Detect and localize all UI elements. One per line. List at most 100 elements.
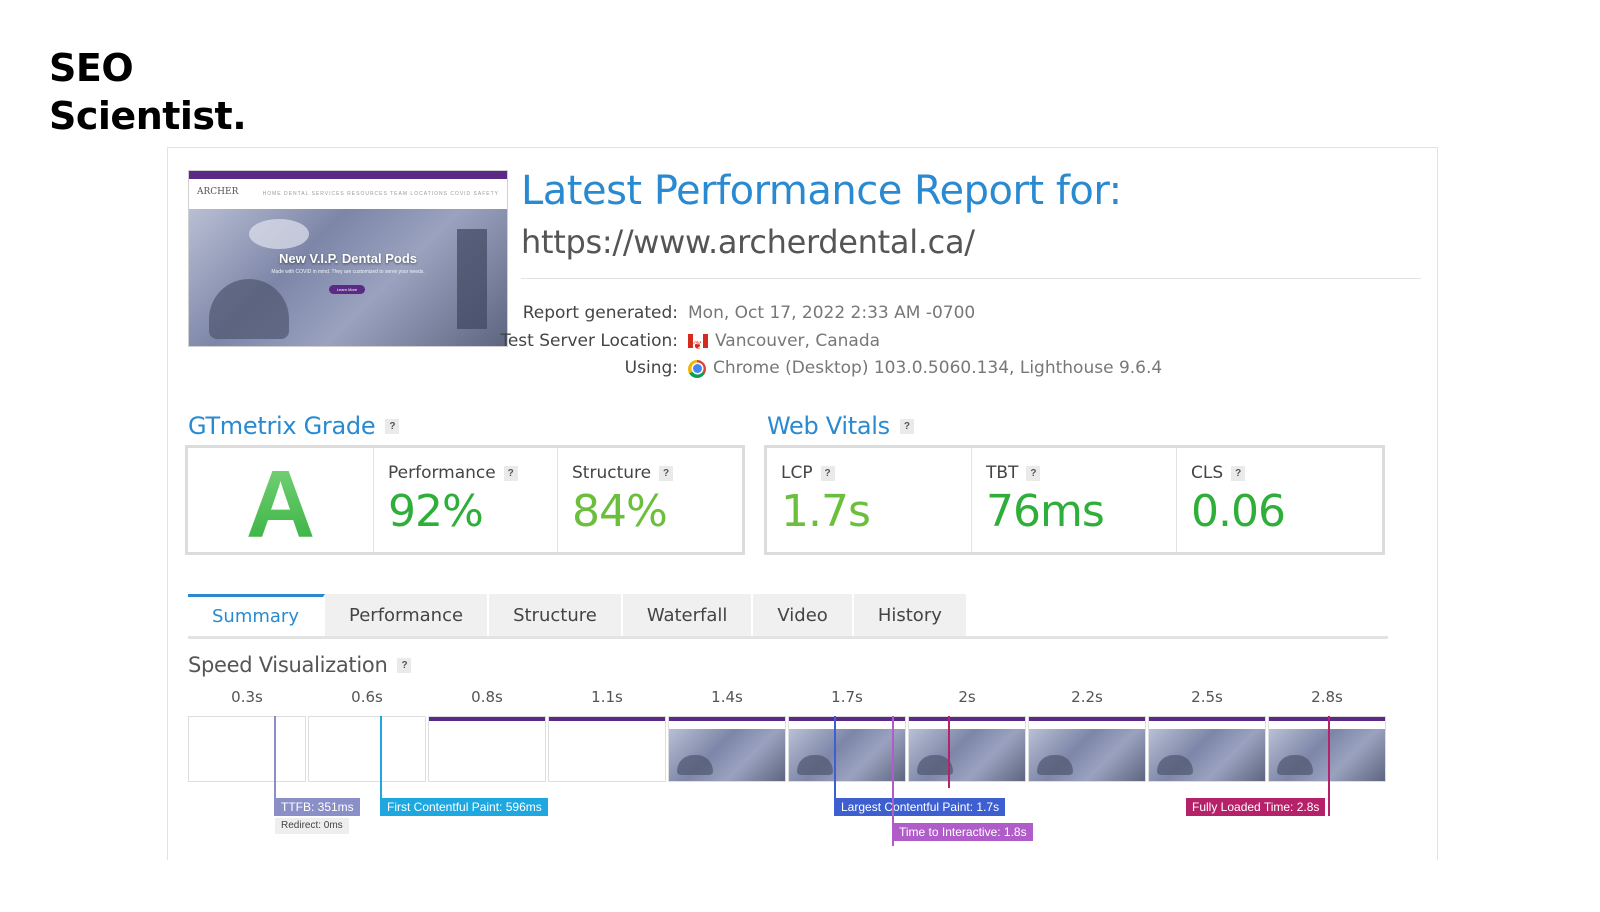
speed-visualization-label: Speed Visualization — [188, 653, 388, 677]
frame-time-label: 0.3s — [231, 688, 263, 706]
chrome-icon — [688, 359, 706, 378]
thumb-top-bar — [189, 171, 507, 179]
thumb-hero-button: Learn More — [329, 285, 365, 294]
meta-row-location: Test Server Location: Vancouver, Canada — [488, 328, 1162, 360]
help-icon[interactable]: ? — [1026, 465, 1041, 481]
filmstrip-frame[interactable] — [428, 716, 546, 782]
frame-nav — [789, 721, 905, 729]
tab-video[interactable]: Video — [753, 594, 854, 636]
frame-hero-image — [789, 729, 905, 781]
frame-hero-image — [1149, 729, 1265, 781]
web-vitals-box: LCP? 1.7s TBT? 76ms CLS? 0.06 — [764, 445, 1385, 555]
filmstrip-frame[interactable] — [1148, 716, 1266, 782]
title-divider — [521, 278, 1421, 279]
frame-header-bar — [789, 717, 905, 721]
brand-line-2: Scientist. — [49, 94, 247, 138]
frame-time-label: 2s — [958, 688, 976, 706]
filmstrip-frame[interactable] — [908, 716, 1026, 782]
tbt-label: TBT — [986, 463, 1019, 483]
grade-letter-cell: A — [188, 448, 374, 558]
structure-value: 84% — [572, 486, 668, 537]
tab-performance[interactable]: Performance — [325, 594, 490, 636]
structure-cell: Structure? 84% — [558, 448, 742, 552]
gtmetrix-grade-box: A Performance? 92% Structure? 84% — [185, 445, 745, 558]
tab-summary[interactable]: Summary — [188, 594, 325, 636]
thumb-cabinet-shape — [457, 229, 487, 329]
tbt-cell: TBT? 76ms — [972, 448, 1177, 552]
tab-history[interactable]: History — [853, 594, 968, 636]
frame-hero-image — [1029, 729, 1145, 781]
frame-time-label: 0.8s — [471, 688, 503, 706]
frame-time-label: 2.8s — [1311, 688, 1343, 706]
frame-header-bar — [1149, 717, 1265, 721]
fully-loaded-marker-label: Fully Loaded Time: 2.8s — [1186, 798, 1326, 816]
meta-value: Mon, Oct 17, 2022 2:33 AM -0700 — [688, 303, 976, 323]
help-icon[interactable]: ? — [503, 465, 518, 481]
thumb-hero: New V.I.P. Dental Pods Made with COVID i… — [189, 209, 507, 346]
help-icon[interactable]: ? — [820, 465, 835, 481]
brand-line-1: SEO — [49, 46, 134, 90]
frame-time-label: 0.6s — [351, 688, 383, 706]
site-screenshot-thumbnail[interactable]: ARCHER HOME DENTAL SERVICES RESOURCES TE… — [188, 170, 508, 347]
help-icon[interactable]: ? — [1231, 465, 1246, 481]
meta-label: Test Server Location: — [500, 330, 678, 351]
frame-nav — [1269, 721, 1385, 729]
report-panel: ARCHER HOME DENTAL SERVICES RESOURCES TE… — [167, 147, 1438, 860]
frame-header-bar — [549, 717, 665, 721]
frame-hero-image — [909, 729, 1025, 781]
grade-letter: A — [188, 450, 373, 560]
canada-flag-icon — [688, 332, 708, 360]
thumb-logo: ARCHER — [197, 187, 239, 197]
frame-header-bar — [1029, 717, 1145, 721]
cls-value: 0.06 — [1191, 486, 1286, 537]
help-icon[interactable]: ? — [659, 465, 674, 481]
frame-time-label: 1.1s — [591, 688, 623, 706]
web-vitals-title: Web Vitals ? — [767, 412, 914, 440]
lcp-label: LCP — [781, 463, 813, 483]
frame-hero-image — [1269, 729, 1385, 781]
help-icon[interactable]: ? — [899, 418, 914, 434]
filmstrip-frame[interactable] — [548, 716, 666, 782]
filmstrip-frame[interactable] — [308, 716, 426, 782]
report-title: Latest Performance Report for: — [521, 168, 1122, 214]
ttfb-marker-label: TTFB: 351ms — [275, 798, 360, 816]
help-icon[interactable]: ? — [385, 418, 400, 434]
cls-label: CLS — [1191, 463, 1224, 483]
report-meta: Report generated: Mon, Oct 17, 2022 2:33… — [488, 300, 1162, 383]
web-vitals-label: Web Vitals — [767, 412, 890, 440]
frame-time-label: 1.4s — [711, 688, 743, 706]
meta-row-using: Using: Chrome (Desktop) 103.0.5060.134, … — [488, 355, 1163, 383]
structure-label: Structure — [572, 463, 652, 483]
frame-hero-image — [669, 729, 785, 781]
meta-label: Report generated: — [522, 303, 678, 323]
report-tabs: Summary Performance Structure Waterfall … — [188, 594, 1388, 639]
report-url[interactable]: https://www.archerdental.ca/ — [521, 223, 975, 261]
meta-row-generated: Report generated: Mon, Oct 17, 2022 2:33… — [488, 300, 1162, 328]
tti-marker-line — [892, 716, 894, 846]
tab-waterfall[interactable]: Waterfall — [622, 594, 754, 636]
ttfb-marker-line — [274, 716, 276, 816]
filmstrip-frame[interactable] — [1268, 716, 1386, 782]
filmstrip-frame[interactable] — [788, 716, 906, 782]
tbt-value: 76ms — [986, 486, 1105, 537]
tab-structure[interactable]: Structure — [489, 594, 623, 636]
filmstrip-frame[interactable] — [668, 716, 786, 782]
frame-time-label: 2.2s — [1071, 688, 1103, 706]
frame-time-label: 1.7s — [831, 688, 863, 706]
frame-nav — [909, 721, 1025, 729]
thumb-lamp-shape — [249, 219, 309, 249]
cls-cell: CLS? 0.06 — [1177, 448, 1382, 552]
filmstrip-frame[interactable] — [188, 716, 306, 782]
brand-logo: SEO Scientist. — [49, 44, 247, 140]
meta-label: Using: — [624, 358, 678, 378]
mid-marker-line — [948, 716, 950, 788]
help-icon[interactable]: ? — [397, 657, 412, 673]
frame-nav — [549, 721, 665, 729]
performance-label: Performance — [388, 463, 496, 483]
filmstrip-frame[interactable] — [1028, 716, 1146, 782]
fcp-marker-line — [380, 716, 382, 816]
lcp-cell: LCP? 1.7s — [767, 448, 972, 552]
lcp-marker-line — [834, 716, 836, 816]
frame-time-label: 2.5s — [1191, 688, 1223, 706]
tti-marker-label: Time to Interactive: 1.8s — [893, 823, 1033, 841]
